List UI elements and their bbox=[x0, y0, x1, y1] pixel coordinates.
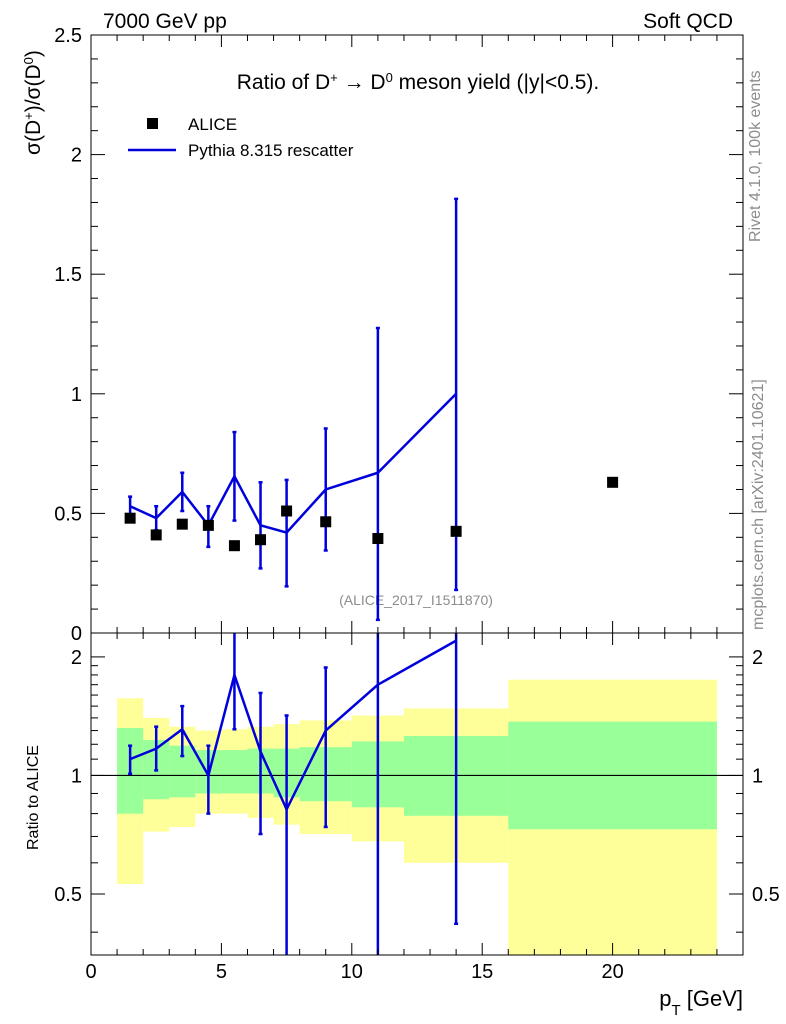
top-y-tick-labels: 0 0.5 1 1.5 2 2.5 bbox=[54, 25, 82, 645]
top-panel: 0 0.5 1 1.5 2 2.5 σ(D+)/σ(D0) Ratio of D+ → … bbox=[21, 25, 744, 645]
ratio-y-tick-label-left: 2 bbox=[71, 647, 82, 669]
y-tick-label: 2 bbox=[71, 145, 82, 167]
bottom-frame bbox=[90, 632, 744, 956]
alice-point bbox=[372, 533, 384, 545]
y-tick-label: 2.5 bbox=[54, 25, 82, 47]
legend: ALICE Pythia 8.315 rescatter bbox=[128, 115, 354, 160]
ratio-y-tick-label-right: 2 bbox=[752, 647, 763, 669]
header-right: Soft QCD bbox=[643, 10, 733, 33]
ratio-bands bbox=[91, 679, 743, 955]
ratio-line bbox=[129, 639, 457, 813]
bottom-tick-labels: 0.5 0.51 12 20 5 10 15 20 bbox=[54, 647, 780, 983]
ratio-y-tick-label-left: 0.5 bbox=[54, 884, 82, 906]
alice-point bbox=[150, 529, 162, 541]
y-tick-label: 1 bbox=[71, 384, 82, 406]
x-tick-label: 15 bbox=[471, 961, 493, 983]
top-y-axis-label: σ(D+)/σ(D0) bbox=[21, 50, 46, 155]
ratio-y-tick-label-left: 1 bbox=[71, 765, 82, 787]
bottom-panel: 0.5 0.51 12 20 5 10 15 20 Ratio to ALICE pT [Ge… bbox=[25, 632, 780, 1019]
x-tick-label: 20 bbox=[601, 961, 623, 983]
alice-point bbox=[281, 505, 293, 517]
legend-label-alice: ALICE bbox=[188, 115, 237, 134]
alice-point bbox=[320, 516, 332, 528]
legend-marker-alice bbox=[147, 118, 158, 129]
alice-point bbox=[176, 518, 188, 530]
alice-point bbox=[202, 519, 214, 531]
header-left: 7000 GeV pp bbox=[103, 10, 227, 33]
y-tick-label: 0.5 bbox=[54, 503, 82, 525]
bottom-y-axis-label: Ratio to ALICE bbox=[25, 745, 42, 850]
legend-label-pythia: Pythia 8.315 rescatter bbox=[188, 141, 354, 160]
bottom-ticks bbox=[90, 633, 744, 955]
x-tick-label: 10 bbox=[341, 961, 363, 983]
ratio-y-tick-label-right: 1 bbox=[752, 765, 763, 787]
ratio-y-tick-label-right: 0.5 bbox=[752, 884, 780, 906]
mcplots-label: mcplots.cern.ch [arXiv:2401.10621] bbox=[750, 379, 767, 630]
alice-point bbox=[607, 476, 619, 488]
x-tick-label: 0 bbox=[85, 961, 96, 983]
y-tick-label-0: 0 bbox=[71, 623, 82, 645]
top-data bbox=[124, 197, 619, 622]
x-axis-label: pT [GeV] bbox=[659, 986, 743, 1019]
x-tick-label: 5 bbox=[216, 961, 227, 983]
top-ticks bbox=[90, 34, 744, 634]
y-tick-label: 1.5 bbox=[54, 264, 82, 286]
alice-point bbox=[450, 525, 462, 537]
analysis-label: (ALICE_2017_I1511870) bbox=[339, 592, 493, 608]
rivet-label: Rivet 4.1.0, 100k events bbox=[747, 70, 764, 242]
plot-title: Ratio of D+ → D0 meson yield (|y|<0.5). bbox=[237, 70, 599, 95]
alice-point bbox=[255, 534, 267, 546]
mc-line bbox=[129, 392, 458, 534]
alice-point bbox=[124, 512, 136, 524]
bottom-data bbox=[128, 633, 459, 955]
alice-point bbox=[228, 540, 240, 552]
band-inner bbox=[221, 750, 248, 794]
